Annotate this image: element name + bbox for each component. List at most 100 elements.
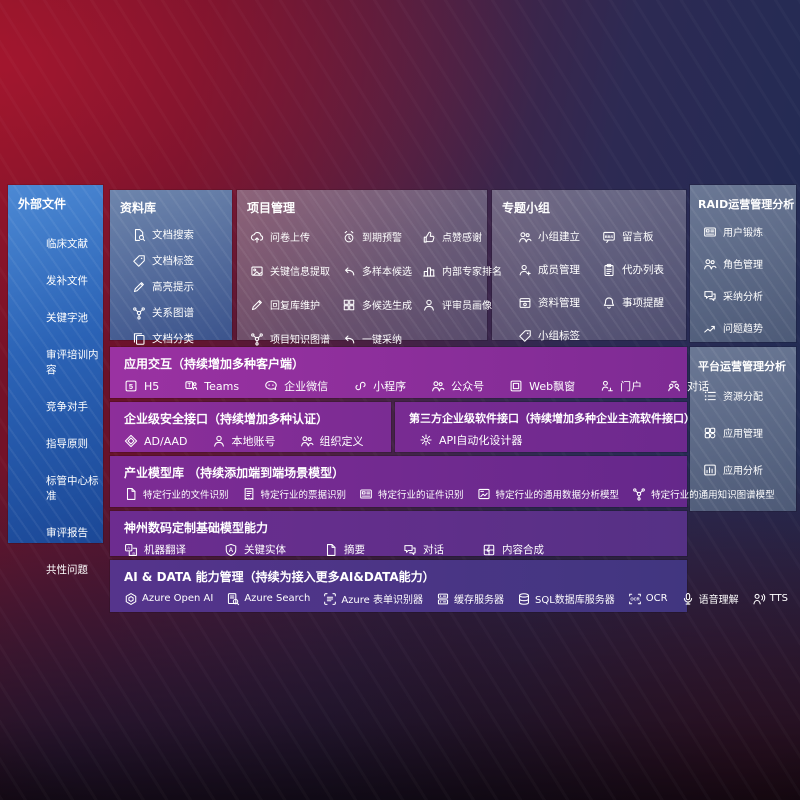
- archive-icon: [518, 296, 532, 310]
- external-files-panel: 外部文件 临床文献 发补文件 关键字池 审评培训内容 竞争对手 指导原则 标管中心标准 审评报…: [8, 185, 103, 576]
- rank-icon: [422, 264, 436, 278]
- row-title: 产业模型库 （持续添加端到端场景模型）: [124, 466, 345, 480]
- feature-item: 到期预警: [342, 229, 422, 244]
- feature-label: 特定行业的通用知识图谱模型: [651, 490, 775, 501]
- feature-label: 内部专家排名: [442, 267, 502, 278]
- wechat-icon: [264, 379, 278, 393]
- feature-item: 高亮提示: [132, 279, 232, 294]
- feature-item: 问题趋势: [703, 320, 796, 335]
- feature-item: 角色管理: [703, 256, 796, 271]
- feature-label: Azure 表单识别器: [341, 595, 423, 606]
- db-icon: [517, 592, 531, 606]
- feature-item: Azure Open AI: [124, 592, 213, 606]
- tag-icon: [518, 329, 532, 343]
- svg-text:T: T: [188, 383, 192, 389]
- reply-icon: [342, 264, 356, 278]
- feature-label: 高亮提示: [152, 281, 194, 293]
- receipt-icon: [242, 487, 256, 501]
- feature-label: 文档标签: [152, 255, 194, 267]
- feature-item: 文档标签: [132, 253, 232, 268]
- sidebar-item: 临床文献: [46, 238, 88, 250]
- feature-item: 组织定义: [300, 433, 364, 449]
- sidebar-item: 关键字池: [46, 312, 88, 324]
- feature-label: 留言板: [622, 231, 654, 243]
- feature-label: 应用分析: [723, 466, 763, 477]
- feature-item: 应用管理: [703, 425, 796, 440]
- feature-label: 特定行业的通用数据分析模型: [495, 490, 620, 501]
- feature-item: 公众号: [431, 378, 484, 394]
- security-items: AD/AAD 本地账号 组织定义: [110, 430, 391, 449]
- feature-label: 评审员画像: [442, 301, 492, 312]
- feature-label: 事项提醒: [622, 297, 664, 309]
- feature-label: 成员管理: [538, 264, 580, 276]
- feature-label: 关系图谱: [152, 307, 194, 319]
- feature-label: 回复库维护: [270, 301, 320, 312]
- feature-item: 代办列表: [602, 262, 686, 277]
- feature-item: 多样本候选: [342, 263, 422, 278]
- alarm-icon: [342, 230, 356, 244]
- feature-label: 关键信息提取: [270, 267, 330, 278]
- doc-search-icon: [132, 228, 146, 242]
- feature-label: 摘要: [344, 544, 365, 556]
- feature-item: 小程序: [353, 378, 406, 394]
- feature-label: 小组建立: [538, 231, 580, 243]
- ai-data-items: Azure Open AI Azure Search Azure 表单识别器 缓存服务…: [110, 588, 788, 606]
- feature-label: 代办列表: [622, 264, 664, 276]
- project-items: 问卷上传 到期预警 点赞感谢 关键信息提取 多样本候选 内部专家排名 回复库维护 多候选生成 评…: [237, 220, 502, 346]
- feature-label: 对话: [423, 544, 444, 556]
- feature-label: 问卷上传: [270, 233, 310, 244]
- feature-item: 问卷上传: [250, 229, 342, 244]
- feature-item: T Teams: [184, 379, 239, 393]
- topic-groups-panel: 专题小组 小组建立 BBS 留言板 成员管理 代办列表 资料管理 事项提醒 小组标签: [492, 190, 686, 343]
- portal-icon: [600, 379, 614, 393]
- feature-item: OCR OCR: [628, 592, 668, 606]
- svg-text:a: a: [132, 550, 135, 555]
- id-card-icon: [359, 487, 373, 501]
- feature-item: 内容合成: [482, 542, 544, 557]
- row-title: AI & DATA 能力管理（持续为接入更多AI&DATA能力）: [124, 570, 435, 584]
- feature-label: H5: [144, 379, 160, 393]
- feature-item: AD/AAD: [124, 434, 188, 448]
- feature-item: Azure 表单识别器: [323, 591, 423, 606]
- row-title: 神州数码定制基础模型能力: [124, 521, 269, 535]
- chat-icon: [703, 289, 717, 303]
- feature-item: 文档搜索: [132, 227, 232, 242]
- industry-model-items: 特定行业的文件识别 特定行业的票据识别 特定行业的证件识别 特定行业的通用数据分析模型…: [110, 484, 775, 501]
- feature-item: 成员管理: [518, 262, 602, 277]
- feature-label: 缓存服务器: [454, 595, 504, 606]
- sidebar-item: 标管中心标准: [46, 475, 99, 502]
- feature-item: 用户锻炼: [703, 224, 796, 239]
- network-icon: [132, 306, 146, 320]
- feature-item: 资料管理: [518, 295, 602, 310]
- feature-label: 文档搜索: [152, 229, 194, 241]
- feature-label: 到期预警: [362, 233, 402, 244]
- feature-label: 企业微信: [284, 380, 329, 393]
- external-files-list: 临床文献 发补文件 关键字池 审评培训内容 竞争对手 指导原则 标管中心标准 审评报告 共性问题: [8, 212, 103, 577]
- panel-title: RAID运营管理分析: [698, 198, 795, 211]
- people-icon: [518, 230, 532, 244]
- network-icon: [250, 332, 264, 346]
- apps-icon: [703, 426, 717, 440]
- people-icon: [300, 434, 314, 448]
- feature-label: 应用管理: [723, 429, 763, 440]
- feature-item: 项目知识图谱: [250, 331, 342, 346]
- industry-models-row: 产业模型库 （持续添加端到端场景模型） 特定行业的文件识别 特定行业的票据识别 特定…: [110, 456, 775, 507]
- feature-item: 对话: [403, 542, 444, 557]
- app-interaction-items: 5 H5 T Teams 企业微信 小程序 公众号 Web飘窗 门户 对话: [110, 375, 709, 394]
- puzzle-icon: [482, 543, 496, 557]
- shield-a-icon: A: [224, 543, 238, 557]
- feature-label: 点赞感谢: [442, 233, 482, 244]
- doc-icon: [124, 487, 138, 501]
- feature-item: 语音理解: [681, 591, 739, 606]
- h5-icon: 5: [124, 379, 138, 393]
- platform-items: 资源分配 应用管理 应用分析: [690, 378, 796, 477]
- feature-label: 项目知识图谱: [270, 335, 330, 346]
- feature-item: 企业微信: [264, 378, 328, 394]
- feature-item: 特定行业的通用数据分析模型: [477, 487, 620, 501]
- project-management-panel: 项目管理 问卷上传 到期预警 点赞感谢 关键信息提取 多样本候选 内部专家排名 回复库维护 多…: [237, 190, 502, 346]
- security-interface-row: 企业级安全接口（持续增加多种认证） AD/AAD 本地账号 组织定义: [110, 402, 391, 452]
- doc-icon: [324, 543, 338, 557]
